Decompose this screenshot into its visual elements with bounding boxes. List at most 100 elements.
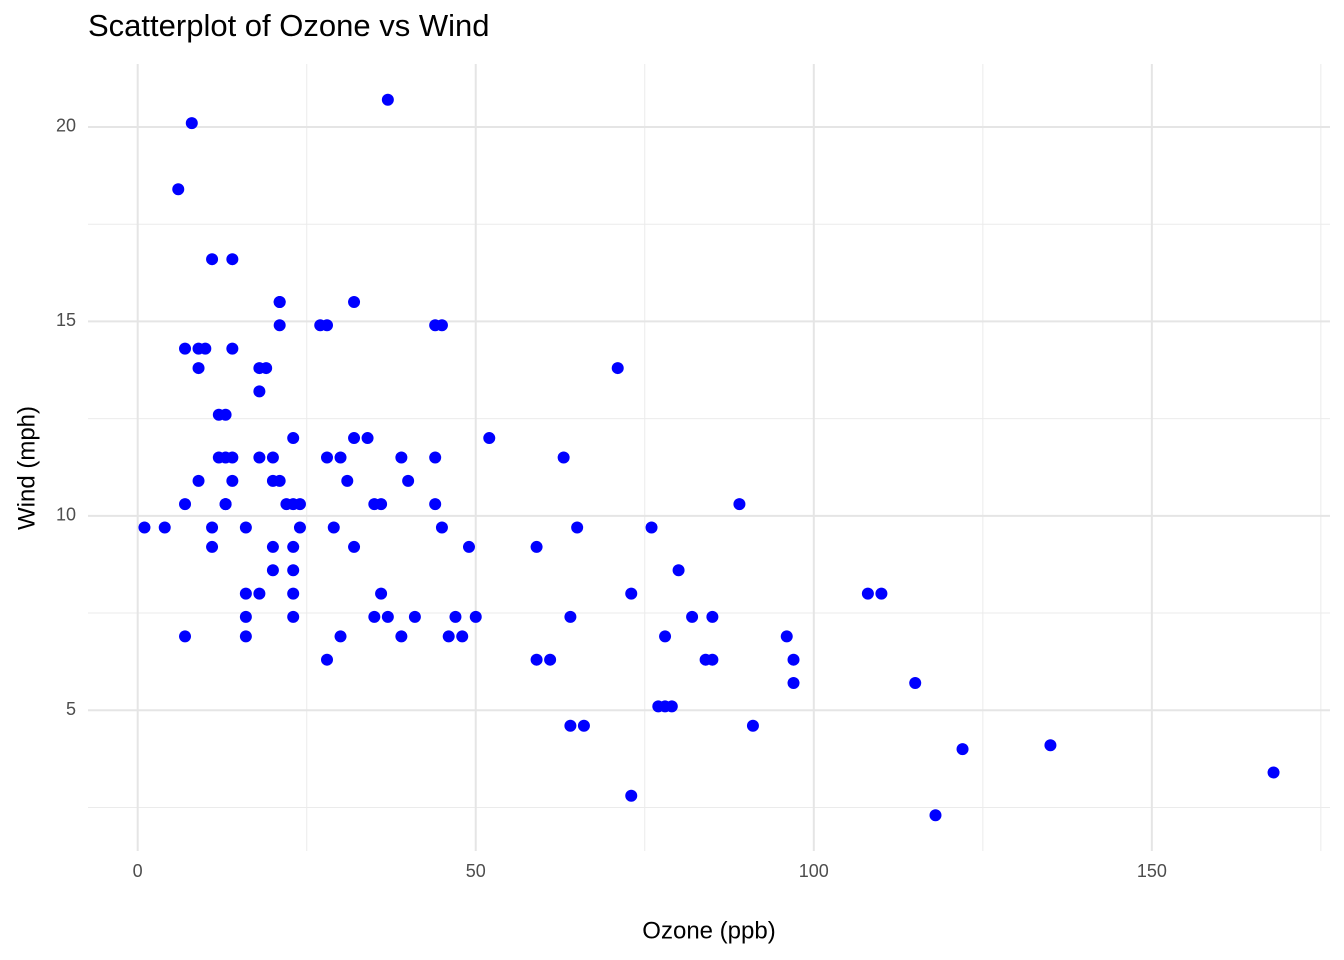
point	[179, 630, 192, 643]
point	[287, 564, 300, 577]
point	[138, 521, 151, 534]
point	[219, 408, 232, 421]
point	[348, 540, 361, 553]
point	[192, 474, 205, 487]
point	[226, 253, 239, 266]
point	[158, 521, 171, 534]
point	[449, 610, 462, 623]
point	[929, 809, 942, 822]
point	[625, 587, 638, 600]
point	[293, 521, 306, 534]
point	[462, 540, 475, 553]
y-tick-label: 15	[56, 310, 76, 330]
point	[314, 319, 327, 332]
point	[611, 362, 624, 375]
point	[293, 498, 306, 511]
point	[395, 451, 408, 464]
point	[287, 432, 300, 445]
point	[172, 183, 185, 196]
point	[219, 498, 232, 511]
point	[625, 789, 638, 802]
point	[469, 610, 482, 623]
point	[334, 630, 347, 643]
point	[206, 253, 219, 266]
point	[659, 630, 672, 643]
point	[287, 540, 300, 553]
y-tick-label: 5	[66, 699, 76, 719]
point	[408, 610, 421, 623]
point	[956, 743, 969, 756]
point	[672, 564, 685, 577]
point	[787, 653, 800, 666]
point	[381, 610, 394, 623]
point	[686, 610, 699, 623]
point	[206, 540, 219, 553]
point	[192, 362, 205, 375]
point	[530, 540, 543, 553]
y-axis-title: Wind (mph)	[13, 406, 40, 530]
point	[564, 610, 577, 623]
y-tick-label: 10	[56, 505, 76, 525]
point	[253, 587, 266, 600]
point	[266, 540, 279, 553]
point	[706, 653, 719, 666]
point	[733, 498, 746, 511]
x-tick-label: 50	[466, 861, 486, 881]
point	[239, 587, 252, 600]
point	[266, 451, 279, 464]
chart-title: Scatterplot of Ozone vs Wind	[88, 8, 489, 43]
point	[239, 630, 252, 643]
point	[287, 587, 300, 600]
point	[341, 474, 354, 487]
point	[381, 93, 394, 106]
point	[429, 498, 442, 511]
point	[226, 474, 239, 487]
point	[266, 564, 279, 577]
point	[375, 498, 388, 511]
x-tick-label: 100	[799, 861, 829, 881]
point	[219, 451, 232, 464]
point	[787, 677, 800, 690]
point	[746, 719, 759, 732]
point	[429, 451, 442, 464]
point	[909, 677, 922, 690]
point	[185, 117, 198, 130]
point	[435, 521, 448, 534]
point	[253, 362, 266, 375]
point	[375, 587, 388, 600]
point	[226, 342, 239, 355]
point	[321, 653, 334, 666]
point	[402, 474, 415, 487]
point	[192, 342, 205, 355]
point	[253, 385, 266, 398]
point	[557, 451, 570, 464]
point	[645, 521, 658, 534]
point	[530, 653, 543, 666]
point	[564, 719, 577, 732]
point	[571, 521, 584, 534]
point	[348, 432, 361, 445]
point	[206, 521, 219, 534]
point	[287, 610, 300, 623]
point	[442, 630, 455, 643]
point	[327, 521, 340, 534]
point	[239, 610, 252, 623]
point	[273, 319, 286, 332]
point	[239, 521, 252, 534]
point	[780, 630, 793, 643]
point	[334, 451, 347, 464]
x-tick-label: 0	[133, 861, 143, 881]
point	[429, 319, 442, 332]
point	[368, 610, 381, 623]
point	[483, 432, 496, 445]
point	[361, 432, 374, 445]
point	[544, 653, 557, 666]
point	[321, 451, 334, 464]
point	[706, 610, 719, 623]
point	[577, 719, 590, 732]
point	[861, 587, 874, 600]
point	[456, 630, 469, 643]
y-tick-label: 20	[56, 116, 76, 136]
x-tick-label: 150	[1137, 861, 1167, 881]
